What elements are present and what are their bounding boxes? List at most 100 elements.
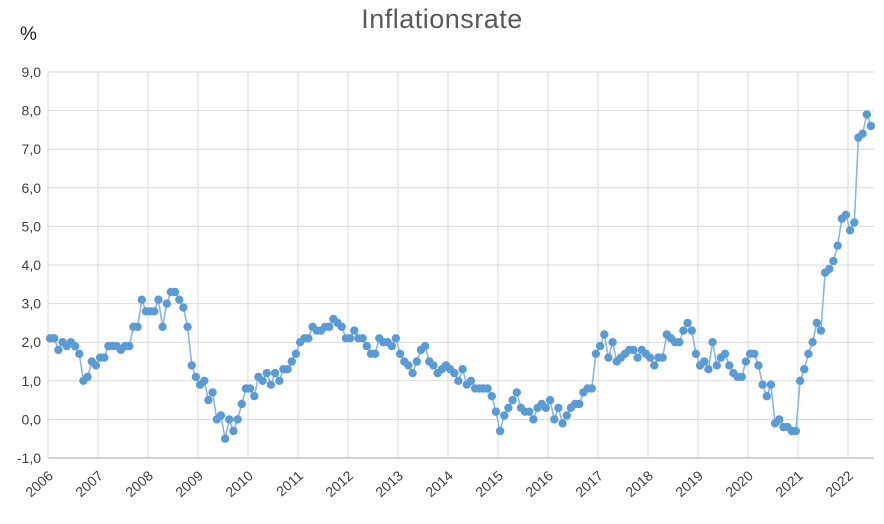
data-point [483, 384, 492, 393]
x-tick-label: 2014 [422, 467, 456, 500]
data-point [704, 365, 713, 374]
data-point [191, 372, 201, 382]
x-tick-label: 2007 [72, 467, 106, 500]
data-point [158, 322, 167, 331]
data-point [50, 334, 59, 343]
data-point [233, 415, 242, 424]
data-point [208, 388, 217, 397]
data-point [420, 341, 430, 351]
data-point [270, 368, 280, 378]
data-point [154, 295, 163, 304]
data-point [512, 388, 521, 397]
data-point [591, 349, 601, 358]
data-point [850, 218, 859, 227]
data-point [650, 361, 659, 370]
x-tick-label: 2010 [222, 467, 256, 500]
data-point [795, 376, 805, 385]
data-point [100, 353, 109, 362]
data-point [595, 341, 605, 351]
data-point [708, 338, 717, 347]
data-point [83, 372, 92, 382]
x-tick-label: 2020 [722, 467, 756, 500]
data-point [545, 395, 555, 405]
data-point [529, 415, 538, 424]
data-point [229, 426, 238, 436]
data-point [725, 361, 734, 370]
y-tick-label: 4,0 [22, 257, 42, 273]
data-point [495, 426, 505, 436]
data-point [829, 256, 838, 266]
data-point [500, 411, 509, 420]
data-point [558, 419, 567, 428]
data-point [458, 365, 467, 374]
data-point [133, 322, 142, 331]
data-point [275, 376, 284, 385]
data-point [683, 318, 692, 328]
data-point [137, 295, 146, 304]
x-tick-label: 2017 [572, 467, 606, 500]
data-point [845, 226, 855, 235]
data-point [804, 349, 813, 358]
data-point [412, 357, 421, 366]
data-point [608, 338, 617, 347]
data-point [404, 361, 413, 370]
data-point [629, 345, 638, 355]
y-tick-label: 7,0 [22, 141, 42, 157]
data-point [862, 110, 871, 119]
data-point [466, 376, 476, 385]
y-tick-label: -1,0 [17, 450, 41, 466]
data-point [266, 380, 276, 389]
data-point [562, 411, 571, 420]
data-point [262, 368, 271, 378]
data-point [712, 361, 721, 370]
data-point [750, 349, 759, 358]
data-point [720, 349, 730, 358]
data-point [858, 129, 867, 138]
data-point [700, 357, 709, 366]
x-tick-label: 2016 [522, 467, 556, 500]
data-point [645, 353, 655, 362]
x-tick-label: 2013 [372, 467, 406, 500]
x-tick-label: 2019 [672, 467, 706, 500]
data-point [825, 264, 834, 274]
data-point [358, 334, 367, 343]
data-point [225, 415, 234, 424]
data-point [737, 372, 746, 382]
data-point [550, 415, 559, 424]
y-tick-label: 3,0 [22, 296, 42, 312]
data-point [541, 403, 551, 412]
data-point [775, 415, 784, 424]
data-point [754, 361, 763, 370]
data-point [395, 349, 405, 358]
data-point [362, 341, 371, 351]
x-tick-label: 2011 [273, 467, 306, 499]
data-point [150, 307, 159, 316]
data-point [187, 361, 196, 370]
data-point [91, 361, 101, 370]
data-point [287, 357, 296, 366]
data-point [237, 399, 246, 409]
data-point [766, 380, 776, 389]
data-point [258, 376, 267, 385]
data-point [291, 349, 301, 358]
x-tick-label: 2012 [322, 467, 356, 500]
data-point [679, 326, 688, 335]
y-tick-label: 0,0 [22, 411, 42, 427]
data-point [175, 295, 184, 304]
data-point [812, 318, 821, 328]
y-tick-label: 5,0 [22, 218, 42, 234]
chart-title: Inflationsrate [361, 4, 523, 34]
data-point [408, 368, 417, 378]
data-point [220, 434, 230, 443]
x-tick-label: 2008 [122, 467, 156, 500]
data-point [179, 303, 188, 312]
data-point [600, 330, 609, 339]
data-point [283, 365, 292, 374]
data-point [691, 349, 701, 358]
y-tick-label: 6,0 [22, 180, 42, 196]
data-point [204, 395, 213, 405]
data-point [487, 392, 496, 401]
data-point [658, 353, 667, 362]
data-point [304, 334, 313, 343]
